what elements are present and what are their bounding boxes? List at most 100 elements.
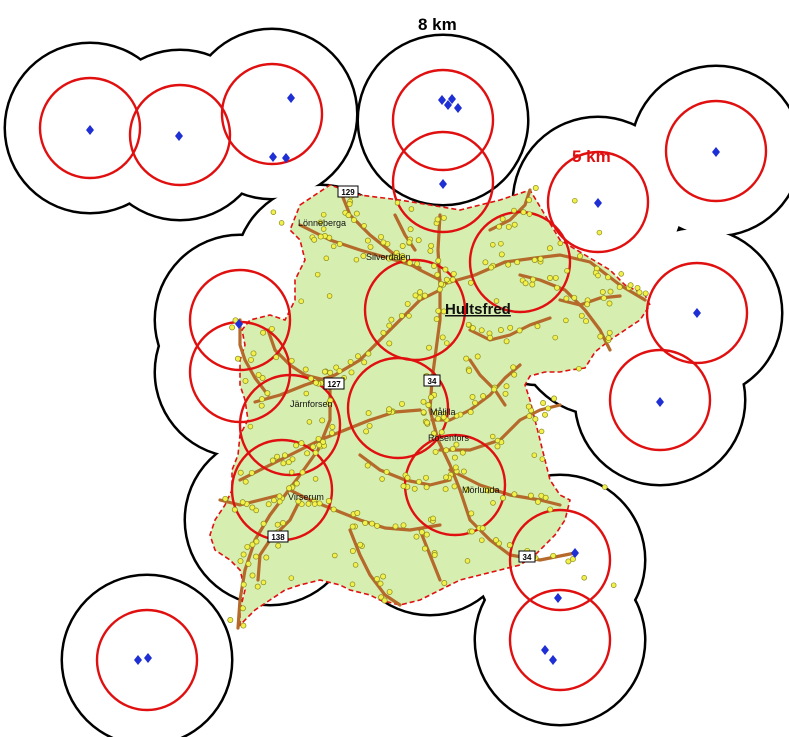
yellow-dot-icon: [365, 410, 372, 417]
yellow-dot-icon: [400, 522, 407, 529]
blue-diamond-icon: [134, 655, 142, 665]
yellow-dot-icon: [258, 396, 265, 403]
blue-diamond-icon: [144, 653, 152, 663]
yellow-dot-icon: [360, 253, 367, 259]
yellow-dot-icon: [348, 369, 355, 376]
road-shield: 129: [337, 185, 359, 198]
yellow-dot-icon: [364, 462, 371, 469]
inner-ring: [391, 68, 495, 172]
yellow-dot-icon: [451, 454, 458, 461]
yellow-dot-icon: [511, 491, 518, 498]
yellow-dot-icon: [362, 520, 369, 526]
yellow-dot-icon: [245, 560, 252, 567]
svg-text:127: 127: [327, 380, 341, 389]
yellow-dot-icon: [275, 542, 282, 549]
yellow-dot-icon: [596, 229, 603, 236]
yellow-dot-icon: [263, 554, 270, 561]
yellow-dot-icon: [507, 324, 514, 331]
yellow-dot-icon: [581, 575, 587, 581]
yellow-dot-icon: [311, 236, 318, 243]
place-label-morlunda: Mörlunda: [462, 485, 500, 495]
yellow-dot-icon: [578, 312, 585, 319]
yellow-dot-icon: [321, 368, 328, 375]
yellow-dot-icon: [347, 358, 354, 365]
yellow-dot-icon: [366, 422, 373, 429]
yellow-dot-icon: [369, 520, 375, 527]
yellow-dot-icon: [288, 357, 295, 364]
inner-ring: [391, 130, 495, 234]
yellow-dot-icon: [479, 525, 486, 532]
yellow-dot-icon: [563, 317, 569, 324]
yellow-dot-icon: [563, 295, 570, 302]
yellow-dot-icon: [443, 474, 449, 481]
yellow-dot-icon: [465, 321, 472, 328]
svg-text:138: 138: [271, 533, 285, 542]
yellow-dot-icon: [404, 300, 411, 307]
yellow-dot-icon: [493, 298, 500, 304]
svg-text:129: 129: [341, 188, 355, 197]
inner-radius-label: 5 km: [572, 147, 611, 166]
yellow-dot-icon: [440, 308, 447, 315]
yellow-dot-icon: [276, 498, 283, 505]
yellow-dot-icon: [433, 409, 440, 416]
yellow-dot-icon: [546, 245, 553, 252]
yellow-dot-icon: [237, 558, 244, 565]
inner-ring: [645, 261, 749, 365]
yellow-dot-icon: [260, 329, 267, 336]
yellow-dot-icon: [565, 558, 572, 565]
blue-diamond-icon: [282, 153, 290, 163]
yellow-dot-icon: [606, 300, 613, 307]
yellow-dot-icon: [467, 279, 474, 286]
yellow-dot-icon: [378, 233, 384, 240]
yellow-dot-icon: [431, 263, 437, 269]
road: [448, 468, 562, 507]
yellow-dot-icon: [490, 500, 496, 506]
yellow-dot-icon: [642, 290, 649, 297]
yellow-dot-icon: [394, 200, 401, 206]
yellow-dot-icon: [404, 474, 411, 481]
yellow-dot-icon: [583, 318, 589, 325]
yellow-dot-icon: [527, 492, 534, 499]
yellow-dot-icon: [482, 487, 489, 493]
place-label-silverdalen: Silverdalen: [366, 252, 411, 262]
yellow-dot-icon: [616, 284, 623, 291]
yellow-dot-icon: [315, 435, 322, 442]
yellow-dot-icon: [354, 510, 361, 516]
yellow-dot-icon: [452, 464, 459, 471]
yellow-dot-icon: [314, 271, 321, 278]
yellow-dot-icon: [260, 579, 267, 586]
yellow-dot-icon: [540, 400, 547, 406]
yellow-dot-icon: [400, 483, 407, 490]
yellow-dot-icon: [489, 487, 495, 494]
place-label-jarnforsen: Järnforsen: [290, 399, 333, 409]
inner-ring: [664, 99, 768, 203]
yellow-dot-icon: [427, 247, 434, 254]
yellow-dot-icon: [268, 325, 275, 332]
yellow-dot-icon: [229, 324, 236, 331]
yellow-dot-icon: [386, 340, 393, 347]
yellow-dot-icon: [478, 327, 485, 334]
blue-diamond-icon: [175, 131, 183, 141]
yellow-dot-icon: [430, 430, 437, 437]
yellow-dot-icon: [353, 256, 360, 263]
yellow-dot-icon: [317, 219, 324, 226]
yellow-dot-icon: [304, 450, 311, 457]
yellow-dot-icon: [605, 274, 611, 281]
yellow-dot-icon: [408, 206, 415, 212]
place-label-malilla: Målilla: [430, 407, 456, 417]
yellow-dot-icon: [469, 528, 475, 535]
yellow-dot-icon: [264, 390, 271, 397]
road: [238, 318, 270, 397]
svg-text:34: 34: [523, 553, 532, 562]
yellow-dot-icon: [364, 237, 371, 244]
yellow-dot-icon: [302, 366, 309, 373]
inner-ring: [508, 508, 612, 612]
yellow-dot-icon: [271, 497, 277, 504]
yellow-dot-icon: [330, 506, 337, 513]
yellow-dot-icon: [327, 397, 334, 404]
yellow-dot-icon: [442, 486, 449, 493]
yellow-dot-icon: [538, 428, 545, 435]
yellow-dot-icon: [423, 531, 430, 538]
yellow-dot-icon: [468, 510, 475, 517]
